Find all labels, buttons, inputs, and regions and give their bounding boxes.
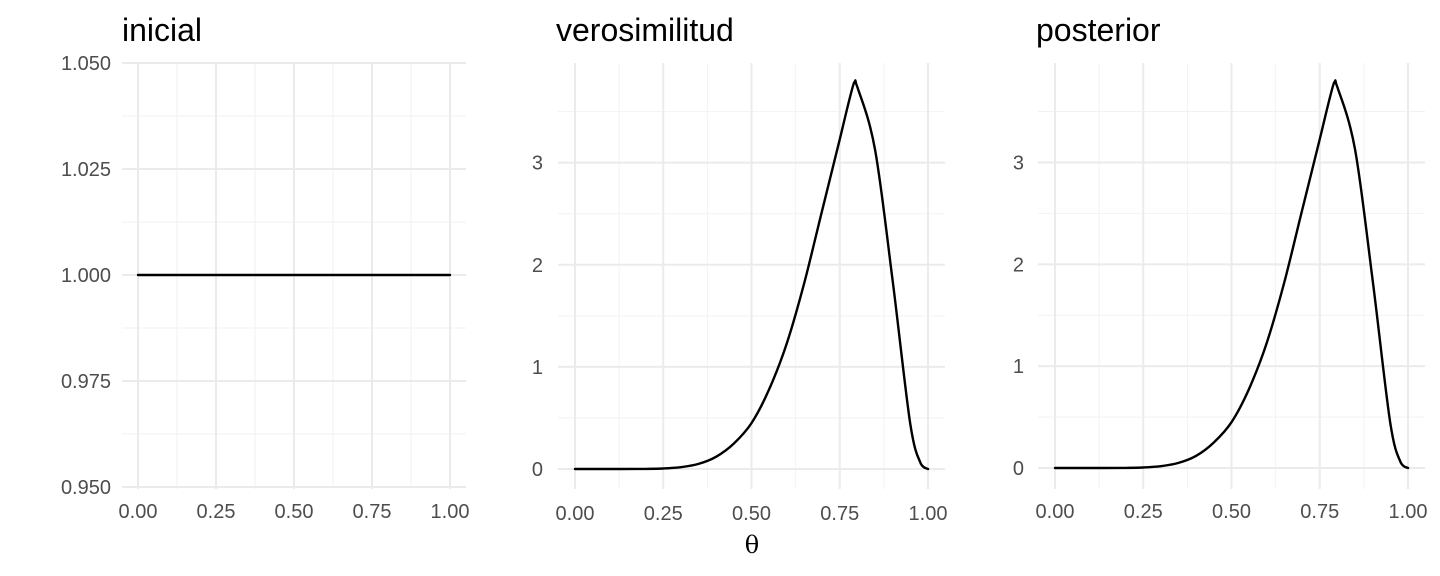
y-tick-label: 1	[532, 357, 543, 379]
y-axis: 0 1 2 3	[1013, 152, 1024, 480]
y-tick-label: 0.975	[61, 371, 111, 393]
series-line	[573, 79, 930, 471]
y-axis: 0.950 0.975 1.000 1.025 1.050	[61, 53, 111, 499]
x-axis: 0.00 0.25 0.50 0.75 1.00	[119, 501, 470, 523]
x-tick-label: 0.00	[1036, 501, 1075, 523]
y-tick-label: 3	[1013, 152, 1024, 174]
x-tick-label: 0.75	[353, 501, 392, 523]
x-tick-label: 1.00	[1389, 501, 1428, 523]
y-tick-label: 2	[1013, 254, 1024, 276]
y-tick-label: 2	[532, 255, 543, 277]
x-tick-label: 0.50	[275, 501, 314, 523]
panel-title: verosimilitud	[556, 12, 734, 48]
series-line	[1053, 79, 1410, 470]
x-tick-label: 0.00	[119, 501, 158, 523]
x-tick-label: 0.25	[644, 503, 683, 525]
x-tick-label: 0.50	[732, 503, 771, 525]
y-tick-label: 1.050	[61, 53, 111, 75]
series	[573, 79, 930, 471]
y-tick-label: 1.000	[61, 265, 111, 287]
series	[1053, 79, 1410, 470]
x-tick-label: 1.00	[909, 503, 948, 525]
grid	[558, 63, 945, 489]
x-tick-label: 0.75	[1300, 501, 1339, 523]
y-tick-label: 0	[1013, 458, 1024, 480]
x-axis: 0.00 0.25 0.50 0.75 1.00	[1036, 501, 1428, 523]
panel-title: posterior	[1036, 12, 1161, 48]
x-axis: 0.00 0.25 0.50 0.75 1.00	[556, 503, 948, 525]
y-tick-label: 3	[532, 153, 543, 175]
y-axis: 0 1 2 3	[532, 153, 543, 481]
y-tick-label: 0.950	[61, 477, 111, 499]
grid	[1038, 63, 1425, 489]
x-tick-label: 0.25	[197, 501, 236, 523]
y-tick-label: 1	[1013, 356, 1024, 378]
x-tick-label: 0.00	[556, 503, 595, 525]
x-tick-label: 0.25	[1124, 501, 1163, 523]
panel-posterior: posterior 0 1 2 3 0.00 0.25 0.50 0.75 1.00	[1013, 12, 1428, 523]
x-axis-label: θ	[745, 531, 759, 559]
x-tick-label: 0.75	[820, 503, 859, 525]
x-tick-label: 0.50	[1212, 501, 1251, 523]
y-tick-label: 0	[532, 459, 543, 481]
x-tick-label: 1.00	[431, 501, 470, 523]
y-tick-label: 1.025	[61, 159, 111, 181]
panel-title: inicial	[122, 12, 202, 48]
